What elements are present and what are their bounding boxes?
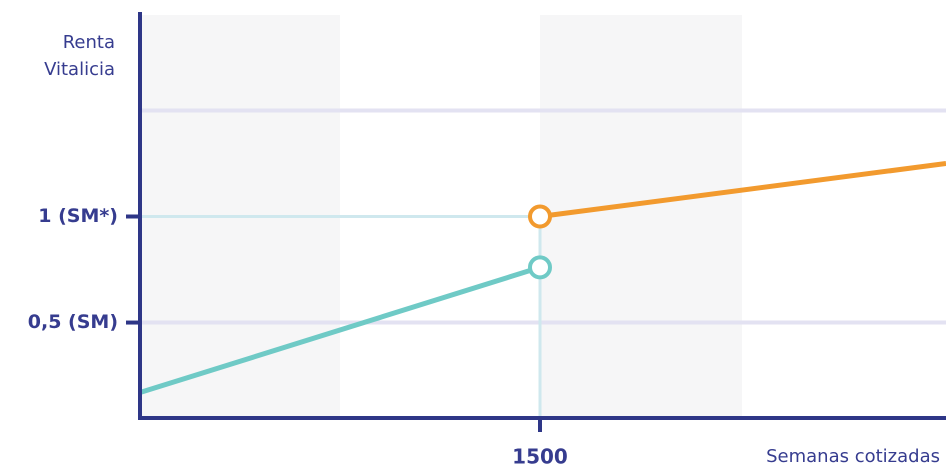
marks — [139, 160, 946, 395]
y-tick-label: 1 (SM*) — [38, 205, 118, 227]
y-axis-label: Vitalicia — [44, 59, 115, 80]
y-axis-label: Renta — [63, 32, 115, 53]
point-marker — [528, 255, 552, 280]
point-marker — [528, 204, 552, 229]
grid — [140, 108, 946, 418]
series-line — [539, 160, 946, 219]
band — [540, 15, 742, 418]
x-axis-label: Semanas cotizadas — [766, 446, 940, 467]
y-tick-label: 0,5 (SM) — [28, 311, 118, 333]
labels: 0,5 (SM) 1 (SM*) 1500 — [28, 205, 568, 469]
x-tick-label: 1500 — [512, 445, 568, 469]
series-line — [139, 265, 541, 395]
